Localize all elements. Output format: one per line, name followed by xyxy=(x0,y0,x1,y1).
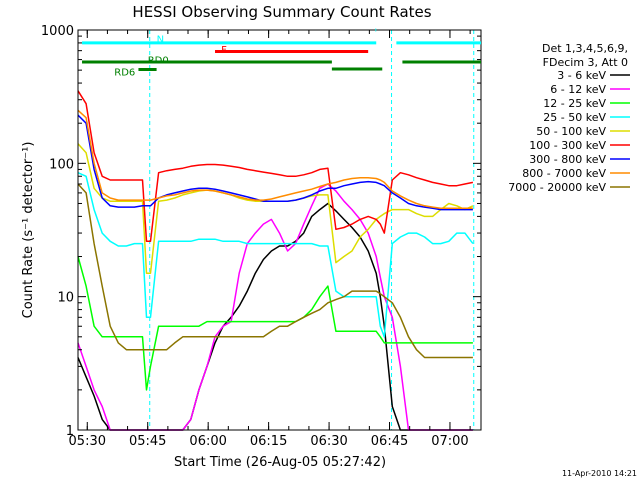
x-axis: 05:30 05:45 06:00 06:15 06:30 06:45 07:00 xyxy=(69,30,471,449)
series-line-3 xyxy=(77,172,474,338)
y-axis: 1 10 100 1000 xyxy=(41,24,481,439)
x-tick-label-3: 06:15 xyxy=(250,434,287,449)
series-line-2 xyxy=(77,256,473,391)
x-tick-label-5: 06:45 xyxy=(371,434,408,449)
legend-header-0: Det 1,3,4,5,6,9, xyxy=(542,42,628,55)
legend-label-8: 7000 - 20000 keV xyxy=(508,181,606,194)
series-line-7 xyxy=(77,109,473,210)
series-line-5 xyxy=(77,90,474,243)
legend-label-1: 6 - 12 keV xyxy=(550,83,606,96)
chart-title: HESSI Observing Summary Count Rates xyxy=(132,3,431,21)
x-tick-label-6: 07:00 xyxy=(431,434,468,449)
y-tick-label-0: 1 xyxy=(66,424,74,439)
x-tick-label-4: 06:30 xyxy=(310,434,347,449)
legend: Det 1,3,4,5,6,9,FDecim 3, Att 03 - 6 keV… xyxy=(508,42,630,194)
legend-label-6: 300 - 800 keV xyxy=(529,153,606,166)
plot-frame xyxy=(77,29,482,431)
y-tick-label-1: 10 xyxy=(57,291,74,306)
legend-label-3: 25 - 50 keV xyxy=(543,111,606,124)
plot-background xyxy=(78,30,481,430)
y-tick-label-2: 100 xyxy=(49,157,74,172)
legend-header-1: FDecim 3, Att 0 xyxy=(543,56,628,69)
flag-label-f: F xyxy=(221,45,227,56)
y-tick-label-3: 1000 xyxy=(41,24,74,39)
series-line-8 xyxy=(77,183,473,359)
annotations: N F RD0 RD6 xyxy=(82,28,481,78)
plot-area xyxy=(77,30,481,431)
series-line-6 xyxy=(77,114,473,211)
flag-label-n: N xyxy=(157,35,164,46)
legend-label-0: 3 - 6 keV xyxy=(557,69,606,82)
legend-label-2: 12 - 25 keV xyxy=(543,97,606,110)
y-axis-label: Count Rate (s⁻¹ detector⁻¹) xyxy=(21,142,36,319)
x-axis-label: Start Time (26-Aug-05 05:27:42) xyxy=(174,455,386,470)
footer-date: 11-Apr-2010 14:21 xyxy=(562,469,637,478)
legend-label-7: 800 - 7000 keV xyxy=(522,167,606,180)
x-tick-label-1: 05:45 xyxy=(129,434,166,449)
x-tick-label-2: 06:00 xyxy=(189,434,226,449)
legend-label-4: 50 - 100 keV xyxy=(536,125,606,138)
x-tick-label-0: 05:30 xyxy=(69,434,106,449)
legend-label-5: 100 - 300 keV xyxy=(529,139,606,152)
flag-label-rd0: RD0 xyxy=(148,56,169,67)
flag-label-rd6: RD6 xyxy=(114,67,135,78)
